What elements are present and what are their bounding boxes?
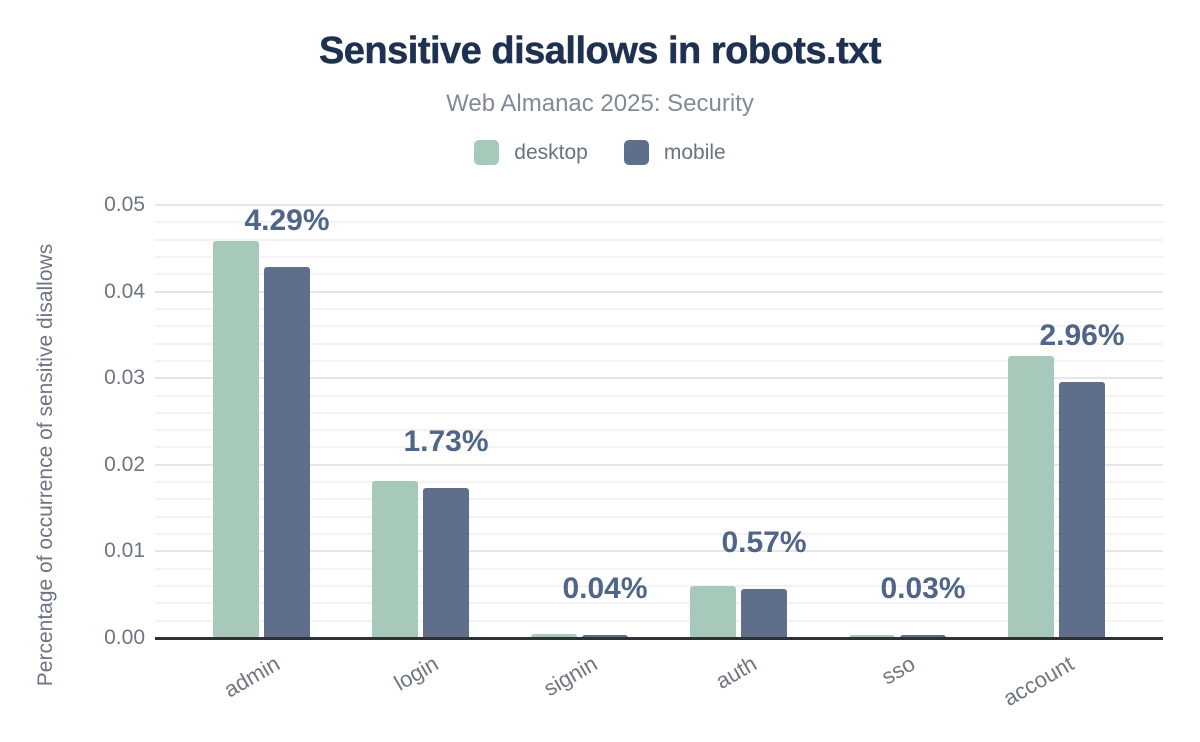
legend-item-mobile[interactable]: mobile (623, 140, 726, 165)
gridline-major (155, 204, 1163, 206)
gridline-minor (155, 255, 1163, 258)
chart-subtitle: Web Almanac 2025: Security (446, 90, 754, 117)
bar-mobile-login[interactable] (423, 488, 469, 638)
gridline-minor (155, 602, 1163, 605)
x-axis-label-signin: signin (539, 650, 602, 702)
x-axis-line (155, 636, 1163, 640)
gridline-major (155, 290, 1163, 293)
data-label: 0.57% (721, 525, 807, 559)
gridline-minor (155, 342, 1163, 345)
gridline-major (155, 550, 1163, 553)
y-tick-label: 0.05 (104, 193, 145, 216)
y-tick-label: 0.03 (104, 366, 145, 390)
gridline-minor (155, 498, 1163, 501)
y-tick-label: 0.04 (104, 279, 145, 303)
x-axis-label-login: login (389, 650, 443, 696)
y-tick-label: 0.02 (104, 452, 145, 476)
bar-desktop-login[interactable] (372, 481, 418, 638)
gridline-minor (155, 273, 1163, 276)
legend-label-mobile: mobile (663, 140, 726, 164)
bar-mobile-signin[interactable] (582, 634, 628, 638)
gridline-minor (155, 325, 1163, 328)
gridline-minor (155, 533, 1163, 536)
legend-item-desktop[interactable]: desktop (474, 140, 588, 165)
gridline-minor (155, 429, 1163, 432)
x-axis-label-auth: auth (710, 650, 761, 694)
legend-swatch-mobile-icon (623, 140, 649, 165)
gridline-minor (155, 515, 1163, 518)
bar-desktop-account[interactable] (1008, 355, 1054, 638)
gridline-minor (155, 238, 1163, 241)
y-tick-label: 0.00 (104, 626, 145, 649)
data-label: 1.73% (403, 425, 489, 459)
data-label: 4.29% (244, 203, 330, 237)
gridline-major (155, 463, 1163, 466)
gridline-minor (155, 585, 1163, 588)
data-label: 2.96% (1039, 318, 1125, 352)
gridline-minor (155, 307, 1163, 310)
legend: desktop mobile (0, 140, 1200, 165)
chart-title: Sensitive disallows in robots.txt (318, 30, 882, 73)
bar-mobile-auth[interactable] (741, 588, 787, 638)
gridline-minor (155, 394, 1163, 397)
gridline-minor (155, 221, 1163, 224)
bar-desktop-signin[interactable] (531, 633, 577, 638)
gridline-minor (155, 619, 1163, 622)
legend-label-desktop: desktop (514, 140, 588, 164)
bar-mobile-account[interactable] (1059, 381, 1105, 638)
bar-desktop-admin[interactable] (213, 240, 259, 638)
x-axis-label-admin: admin (219, 650, 284, 703)
data-label: 0.04% (562, 571, 648, 605)
legend-swatch-desktop-icon (474, 140, 500, 165)
y-tick-label: 0.01 (104, 539, 145, 563)
bar-desktop-auth[interactable] (690, 586, 736, 638)
gridline-minor (155, 411, 1163, 414)
x-axis-label-sso: sso (877, 650, 920, 690)
gridline-minor (155, 359, 1163, 362)
data-label: 0.03% (880, 572, 966, 606)
gridline-minor (155, 567, 1163, 570)
bar-mobile-admin[interactable] (264, 266, 310, 638)
x-axis-label-account: account (999, 650, 1079, 711)
gridline-major (155, 377, 1163, 380)
gridline-minor (155, 481, 1163, 484)
gridline-minor (155, 446, 1163, 449)
